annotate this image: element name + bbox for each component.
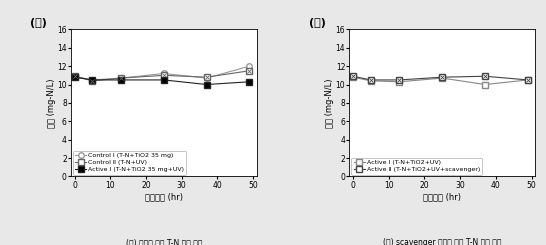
Line: Control I (T-N+TiO2 35 mg): Control I (T-N+TiO2 35 mg) (72, 63, 252, 83)
Control I (T-N+TiO2 35 mg) (89, 78, 96, 81)
Active I (T-N+TiO2 35 mg+UV) (246, 80, 253, 83)
Active I (T-N+TiO2 35 mg+UV) (72, 76, 78, 79)
Text: (나): (나) (308, 18, 325, 28)
Text: (가): (가) (30, 18, 47, 28)
Control I (T-N+TiO2 35 mg) (161, 72, 167, 75)
Active Ⅱ (T-N+TiO2+UV+scavenger) (439, 76, 446, 79)
Active Ⅱ (T-N+TiO2+UV+scavenger) (482, 75, 488, 78)
Active I (T-N+TiO2+UV) (367, 79, 374, 82)
X-axis label: 경과시간 (hr): 경과시간 (hr) (423, 192, 461, 201)
Line: Active Ⅱ (T-N+TiO2+UV+scavenger): Active Ⅱ (T-N+TiO2+UV+scavenger) (350, 74, 531, 83)
Line: Control Ⅱ (T-N+UV): Control Ⅱ (T-N+UV) (72, 68, 252, 84)
Control I (T-N+TiO2 35 mg) (72, 75, 78, 78)
Text: (나) scavenger 주입에 따른 T-N 농도 변화: (나) scavenger 주입에 따른 T-N 농도 변화 (383, 238, 502, 245)
Active I (T-N+TiO2+UV) (525, 78, 531, 81)
Active I (T-N+TiO2 35 mg+UV) (203, 83, 210, 86)
Active Ⅱ (T-N+TiO2+UV+scavenger) (367, 78, 374, 81)
Control I (T-N+TiO2 35 mg) (203, 77, 210, 80)
Line: Active I (T-N+TiO2+UV): Active I (T-N+TiO2+UV) (350, 74, 531, 87)
Active I (T-N+TiO2+UV) (439, 77, 446, 80)
Active Ⅱ (T-N+TiO2+UV+scavenger) (396, 78, 403, 81)
Y-axis label: 농도 (mg-N/L): 농도 (mg-N/L) (325, 78, 334, 128)
Active I (T-N+TiO2+UV) (482, 83, 488, 86)
Control Ⅱ (T-N+UV) (72, 75, 78, 78)
Active I (T-N+TiO2 35 mg+UV) (161, 78, 167, 81)
Control Ⅱ (T-N+UV) (246, 69, 253, 72)
Line: Active I (T-N+TiO2 35 mg+UV): Active I (T-N+TiO2 35 mg+UV) (71, 74, 253, 88)
Legend: Control I (T-N+TiO2 35 mg), Control Ⅱ (T-N+UV), Active I (T-N+TiO2 35 mg+UV): Control I (T-N+TiO2 35 mg), Control Ⅱ (T… (73, 151, 186, 174)
Control Ⅱ (T-N+UV) (161, 74, 167, 77)
Control Ⅱ (T-N+UV) (203, 76, 210, 79)
Control I (T-N+TiO2 35 mg) (246, 65, 253, 68)
Active I (T-N+TiO2+UV) (350, 76, 357, 79)
Active Ⅱ (T-N+TiO2+UV+scavenger) (525, 78, 531, 81)
Control Ⅱ (T-N+UV) (118, 77, 124, 80)
Control I (T-N+TiO2 35 mg) (118, 77, 124, 80)
Y-axis label: 농도 (mg-N/L): 농도 (mg-N/L) (47, 78, 56, 128)
Control Ⅱ (T-N+UV) (89, 79, 96, 82)
Active I (T-N+TiO2 35 mg+UV) (89, 78, 96, 81)
Active I (T-N+TiO2+UV) (396, 80, 403, 83)
Text: (가) 시간에 따른 T-N 농도 변화: (가) 시간에 따른 T-N 농도 변화 (126, 238, 202, 245)
Active Ⅱ (T-N+TiO2+UV+scavenger) (350, 75, 357, 78)
Active I (T-N+TiO2 35 mg+UV) (118, 78, 124, 81)
X-axis label: 경과시간 (hr): 경과시간 (hr) (145, 192, 183, 201)
Legend: Active I (T-N+TiO2+UV), Active Ⅱ (T-N+TiO2+UV+scavenger): Active I (T-N+TiO2+UV), Active Ⅱ (T-N+Ti… (351, 158, 482, 174)
